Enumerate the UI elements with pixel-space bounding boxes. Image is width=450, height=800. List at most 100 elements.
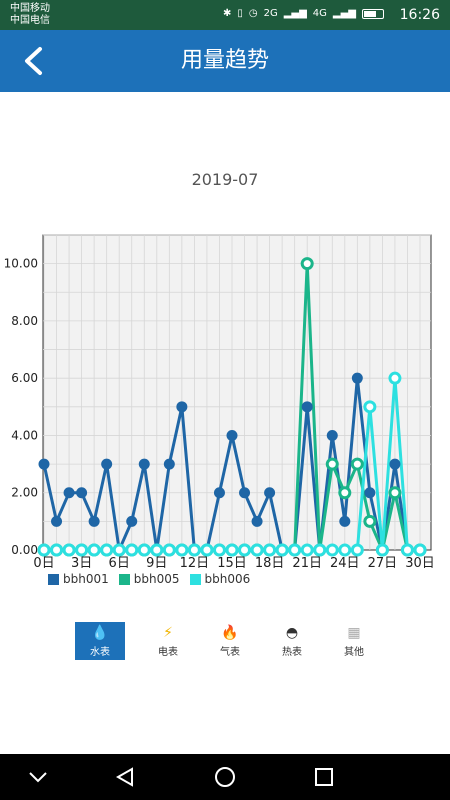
data-point-bbh006 <box>275 543 289 557</box>
x-tick-label: 6日 <box>109 556 130 571</box>
data-point-bbh006 <box>225 543 239 557</box>
flame-icon: 🔥 <box>221 624 239 641</box>
data-point-bbh005 <box>350 457 364 471</box>
data-point-bbh001 <box>88 515 100 527</box>
nav-home-button[interactable] <box>195 754 255 800</box>
data-point-bbh001 <box>63 487 75 499</box>
tab-label: 水表 <box>90 646 110 658</box>
data-point-bbh006 <box>62 543 76 557</box>
bluetooth-icon: ✱ <box>222 8 232 19</box>
data-point-bbh001 <box>126 515 138 527</box>
battery-icon <box>362 8 384 19</box>
tab-label: 热表 <box>282 646 302 658</box>
tab-label: 电表 <box>158 646 178 658</box>
data-point-bbh006 <box>250 543 264 557</box>
lightning-icon: ⚡ <box>163 624 173 641</box>
y-tick-label: 0.00 <box>11 543 38 557</box>
back-button[interactable] <box>16 44 52 78</box>
data-point-bbh006 <box>87 543 101 557</box>
grid-icon: ▦ <box>347 624 361 641</box>
page-title: 用量趋势 <box>180 48 269 73</box>
legend-item-bbh001: bbh001 <box>48 572 109 586</box>
data-point-bbh005 <box>388 486 402 500</box>
network-type-label-2: 4G <box>312 8 327 19</box>
chart-legend: bbh001 bbh005 bbh006 <box>48 572 250 586</box>
clock: 16:26 <box>399 7 440 23</box>
gauge-icon: ◓ <box>285 624 299 641</box>
data-point-bbh005 <box>338 486 352 500</box>
legend-swatch <box>48 573 59 585</box>
tab-label: 气表 <box>220 646 240 658</box>
water-drop-icon: 💧 <box>91 624 109 641</box>
x-tick-label: 21日 <box>292 556 322 571</box>
data-point-bbh006 <box>300 543 314 557</box>
nav-back-icon <box>115 767 133 787</box>
tab-grid[interactable]: ▦ 其他 <box>323 622 385 660</box>
data-point-bbh006 <box>175 543 189 557</box>
data-point-bbh006 <box>313 543 327 557</box>
nav-down-button[interactable] <box>8 754 68 800</box>
usage-line-chart: 0.00 2.00 4.00 6.00 8.00 10.00 0日 3日 6日 9日 12日 15日 1… <box>4 234 435 571</box>
legend-swatch <box>189 573 201 585</box>
x-tick-label: 27日 <box>368 556 398 571</box>
data-point-bbh006 <box>187 543 201 557</box>
tab-gauge[interactable]: ◓ 热表 <box>261 622 323 660</box>
data-point-bbh006 <box>112 543 126 557</box>
data-point-bbh006 <box>400 543 414 557</box>
data-point-bbh001 <box>51 515 63 527</box>
chevron-left-icon <box>25 47 42 75</box>
data-point-bbh006 <box>162 543 176 557</box>
data-point-bbh001 <box>339 515 351 527</box>
legend-label: bbh005 <box>133 572 180 586</box>
app-bar: 用量趋势 <box>0 30 450 92</box>
data-point-bbh006 <box>263 543 277 557</box>
data-point-bbh001 <box>38 458 50 470</box>
data-point-bbh001 <box>301 401 313 413</box>
alarm-icon: ◷ <box>248 8 258 19</box>
carrier-1: 中国移动 <box>10 3 50 14</box>
x-tick-label: 18日 <box>255 556 285 571</box>
carrier-2: 中国电信 <box>10 15 50 26</box>
x-tick-label: 15日 <box>217 556 247 571</box>
signal-icon-2: ▂▄▆ <box>332 8 356 19</box>
data-point-bbh006 <box>150 543 164 557</box>
tab-flame[interactable]: 🔥 气表 <box>199 622 261 660</box>
data-point-bbh006 <box>200 543 214 557</box>
data-point-bbh006 <box>37 543 51 557</box>
data-point-bbh006 <box>137 543 151 557</box>
x-tick-label: 30日 <box>405 556 435 571</box>
y-tick-label: 10.00 <box>4 257 38 271</box>
data-point-bbh001 <box>264 487 276 499</box>
data-point-bbh006 <box>50 543 64 557</box>
signal-icon: ▂▄▆ <box>283 8 307 19</box>
data-point-bbh006 <box>338 543 352 557</box>
data-point-bbh001 <box>101 458 113 470</box>
data-point-bbh006 <box>125 543 139 557</box>
data-point-bbh001 <box>213 487 225 499</box>
data-point-bbh006 <box>413 543 427 557</box>
legend-swatch <box>118 573 130 585</box>
legend-item-bbh006: bbh006 <box>189 572 250 586</box>
data-point-bbh006 <box>212 543 226 557</box>
nav-recent-icon <box>315 768 333 786</box>
tab-lightning[interactable]: ⚡ 电表 <box>137 622 199 660</box>
x-tick-label: 24日 <box>330 556 360 571</box>
nav-down-icon <box>29 772 47 783</box>
data-point-bbh001 <box>364 487 376 499</box>
data-point-bbh006 <box>388 371 402 385</box>
nav-recent-button[interactable] <box>294 754 354 800</box>
x-tick-label: 3日 <box>71 556 92 571</box>
tab-label: 其他 <box>344 646 364 658</box>
data-point-bbh001 <box>389 458 401 470</box>
data-point-bbh005 <box>325 457 339 471</box>
tab-water-drop[interactable]: 💧 水表 <box>75 622 125 660</box>
meter-type-tabs: 💧 水表 ⚡ 电表 🔥 气表 ◓ 热表 ▦ 其他 <box>75 622 385 660</box>
legend-item-bbh005: bbh005 <box>118 572 180 586</box>
nav-back-button[interactable] <box>95 754 155 800</box>
data-point-bbh006 <box>288 543 302 557</box>
data-point-bbh006 <box>350 543 364 557</box>
y-tick-label: 6.00 <box>11 371 38 385</box>
x-tick-label: 0日 <box>33 556 54 571</box>
data-point-bbh001 <box>138 458 150 470</box>
plot-area <box>42 234 432 551</box>
